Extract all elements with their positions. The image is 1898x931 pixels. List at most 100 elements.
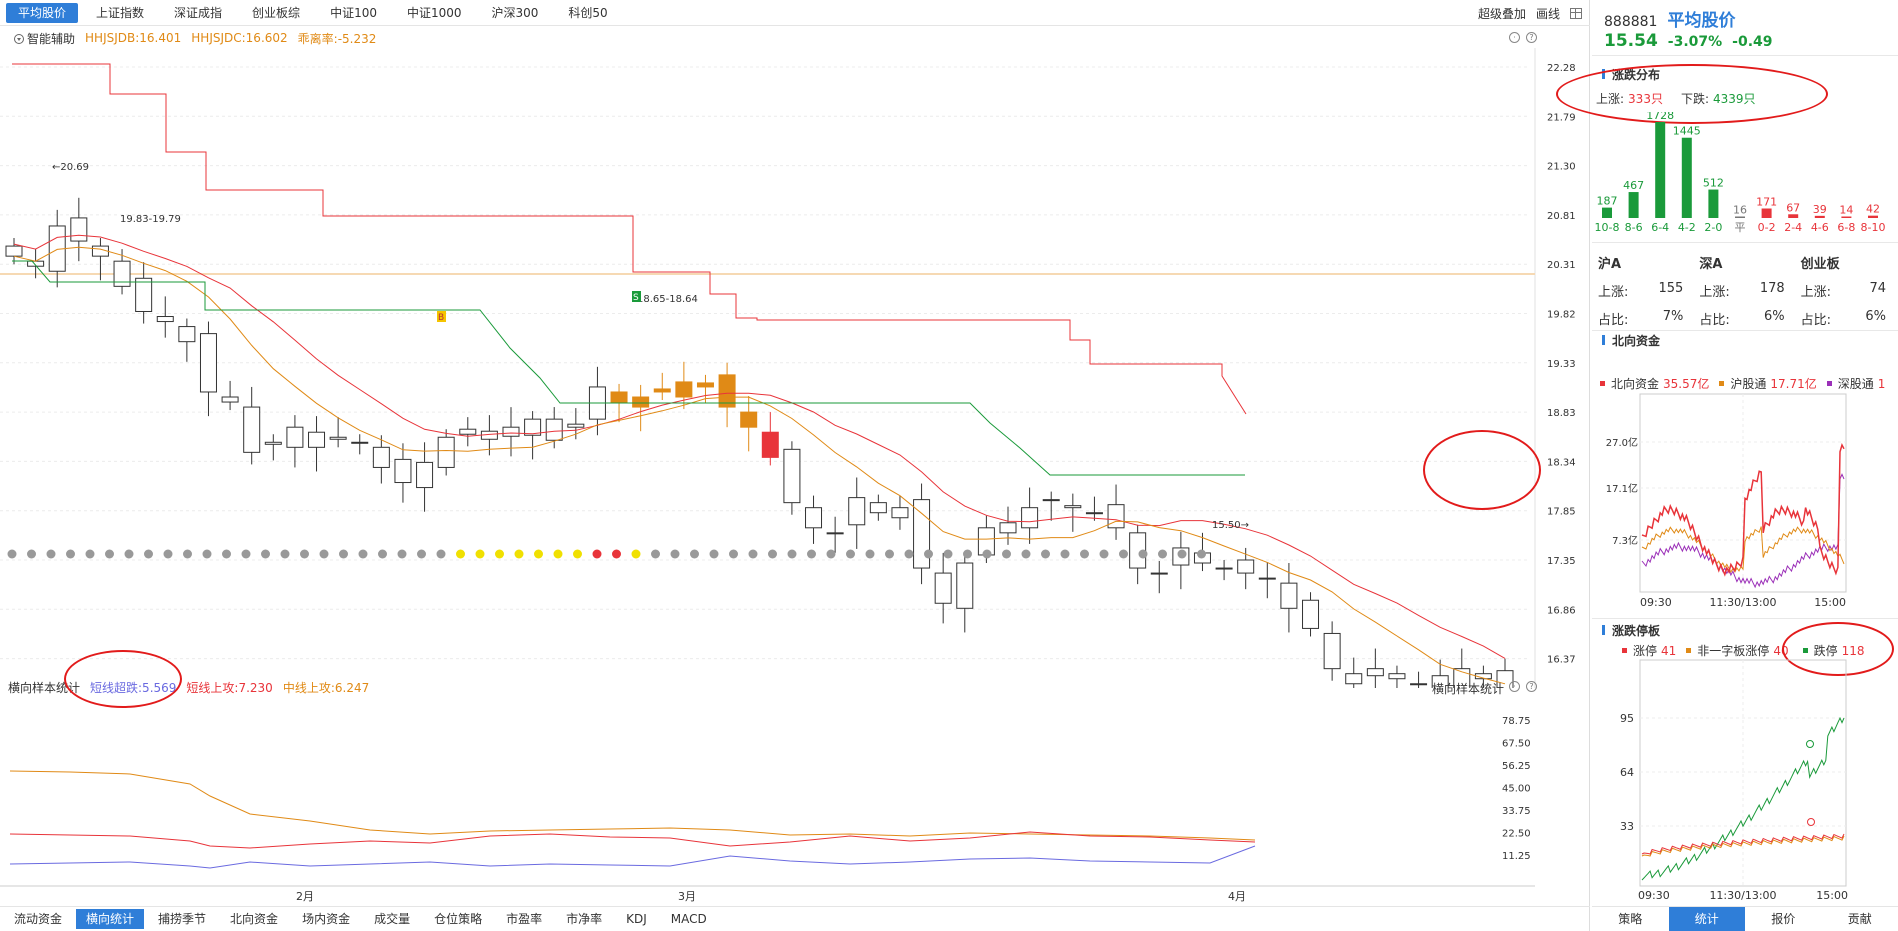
- north-line: [1641, 443, 1845, 577]
- candle-body: [1410, 683, 1428, 686]
- y-tick-label: 19.33: [1547, 359, 1576, 370]
- help-icon[interactable]: ?: [1526, 32, 1537, 43]
- candle-body: [416, 461, 434, 489]
- y-tick-label: 33: [1620, 820, 1634, 833]
- signal-dot: [748, 549, 758, 559]
- draw-line-button[interactable]: 画线: [1535, 6, 1560, 21]
- limit-board-chart: 95 64 33 09:30 11:30/13:00 15:00: [1620, 659, 1848, 902]
- tab-sh-index[interactable]: 上证指数: [96, 5, 145, 20]
- candle-body: [372, 446, 390, 468]
- y-tick-label: 45.00: [1502, 784, 1531, 795]
- candle-body: [394, 458, 412, 484]
- btab-macd[interactable]: MACD: [670, 912, 707, 926]
- dist-category-label: 2-4: [1784, 221, 1802, 234]
- candle-body: [567, 423, 585, 428]
- candle-body: [1215, 567, 1233, 570]
- tab-avg-price[interactable]: 平均股价: [6, 2, 79, 23]
- north-legend: 北向资金 35.57亿 沪股通 17.71亿 深股通 1: [1600, 375, 1885, 392]
- signal-dot: [46, 549, 56, 559]
- candle-body: [286, 426, 304, 448]
- rtab-strategy[interactable]: 策略: [1618, 912, 1643, 926]
- dist-bar-value: 67: [1786, 201, 1800, 214]
- candlestick-chart[interactable]: 22.28 21.79 21.30 20.81 20.31 19.82 19.33 18.83…: [0, 48, 1590, 688]
- stat-head-gem: 创业板: [1800, 256, 1840, 272]
- candle-body: [1150, 572, 1168, 575]
- signal-dot: [66, 549, 75, 559]
- x-tick-label: 15:00: [1816, 889, 1848, 902]
- y-tick-label: 21.79: [1547, 112, 1576, 123]
- rtab-contribution[interactable]: 贡献: [1847, 912, 1872, 926]
- btab-position[interactable]: 仓位策略: [434, 912, 483, 926]
- price-annotation: 18.65-18.64: [637, 294, 698, 305]
- y-tick-label: 20.81: [1547, 211, 1576, 222]
- y-tick-label: 18.34: [1547, 457, 1576, 468]
- assist-label: 智能辅助: [27, 31, 76, 46]
- x-tick-label: 09:30: [1640, 596, 1672, 609]
- short-attack-line: [9, 831, 1256, 849]
- btab-kdj[interactable]: KDJ: [626, 912, 647, 926]
- x-tick-label: 3月: [678, 890, 696, 903]
- candle-body: [243, 406, 261, 453]
- limit-up-value: 41: [1661, 643, 1677, 658]
- lower-settings-icon[interactable]: ·: [1509, 681, 1520, 692]
- dist-bar-value: 171: [1756, 196, 1777, 209]
- btab-fishing-season[interactable]: 捕捞季节: [158, 912, 207, 926]
- candle-body: [113, 260, 131, 287]
- lower-title: 横向样本统计: [8, 680, 81, 695]
- right-panel: 888881 平均股价 15.54 -3.07% -0.49 涨跌分布 上涨: …: [1556, 0, 1898, 931]
- settings-icon[interactable]: ·: [1509, 32, 1520, 43]
- y-tick-label: 33.75: [1502, 806, 1531, 817]
- candle-body: [1388, 673, 1406, 680]
- sample-stat-chart: 78.75 67.50 56.25 45.00 33.75 22.50 11.25 2月 3月 4…: [0, 716, 1535, 903]
- candle-body: [308, 431, 326, 448]
- x-tick-label: 4月: [1228, 890, 1246, 903]
- btab-onfloor[interactable]: 场内资金: [302, 912, 351, 926]
- dist-category-label: 8-6: [1625, 221, 1643, 234]
- signal-dot: [846, 549, 855, 559]
- dist-bar-value: 1728: [1646, 112, 1674, 122]
- candle-body: [178, 326, 196, 343]
- overlay-button[interactable]: 超级叠加: [1477, 6, 1526, 21]
- signal-dot: [787, 549, 797, 559]
- y-tick-label: 19.82: [1547, 310, 1576, 321]
- tab-gem[interactable]: 创业板综: [252, 5, 301, 20]
- dist-category-label: 2-0: [1704, 221, 1722, 234]
- short-oversold-value: 短线超跌:5.569: [90, 680, 177, 695]
- btab-northbound[interactable]: 北向资金: [230, 912, 279, 926]
- tab-sz-index[interactable]: 深证成指: [174, 5, 223, 20]
- layout-grid-icon[interactable]: [1570, 7, 1582, 19]
- tab-csi300[interactable]: 沪深300: [491, 5, 539, 20]
- x-tick-label: 15:00: [1814, 596, 1846, 609]
- btab-pe[interactable]: 市盈率: [506, 912, 543, 926]
- signal-dot: [1099, 549, 1109, 559]
- lower-help-icon[interactable]: ?: [1526, 681, 1537, 692]
- candle-body: [1021, 507, 1039, 529]
- btab-liquidity[interactable]: 流动资金: [14, 912, 63, 926]
- y-tick-label: 20.31: [1547, 260, 1576, 271]
- y-tick-label: 17.85: [1547, 507, 1576, 518]
- deviation-value: 乖离率:-5.232: [297, 31, 377, 46]
- tab-csi1000[interactable]: 中证1000: [406, 5, 462, 20]
- short-oversold-line: [9, 845, 1256, 869]
- up-down-distribution-chart: 187 10-8 467 8-6 1728 6-4 1445 4-2 512 2-0 16 平 171 0…: [1595, 112, 1886, 234]
- signal-dot: [280, 549, 290, 559]
- btab-volume[interactable]: 成交量: [374, 912, 411, 926]
- candle-body: [135, 277, 153, 312]
- signal-dot: [358, 549, 368, 559]
- rtab-quote[interactable]: 报价: [1771, 912, 1796, 926]
- rtab-stat[interactable]: 统计: [1668, 907, 1745, 931]
- y-tick-label: 78.75: [1502, 716, 1531, 727]
- hhjsjdb-value: HHJSJDB:16.401: [85, 31, 182, 45]
- signal-dot: [1002, 549, 1011, 559]
- up-label: 上涨:: [1596, 92, 1625, 106]
- tab-star50[interactable]: 科创50: [568, 5, 608, 20]
- sgt-legend-value: 1: [1877, 376, 1886, 391]
- assist-toggle[interactable]: 智能辅助: [14, 30, 75, 47]
- signal-dot: [475, 549, 485, 559]
- x-tick-label: 11:30/13:00: [1709, 889, 1776, 902]
- candle-body: [740, 411, 758, 428]
- tab-csi100[interactable]: 中证100: [330, 5, 377, 20]
- main-panel: 平均股价 上证指数 深证成指 创业板综 中证100 中证1000 沪深300 科…: [0, 0, 1590, 931]
- btab-pb[interactable]: 市净率: [566, 912, 603, 926]
- btab-horizontal-stat[interactable]: 横向统计: [76, 909, 145, 929]
